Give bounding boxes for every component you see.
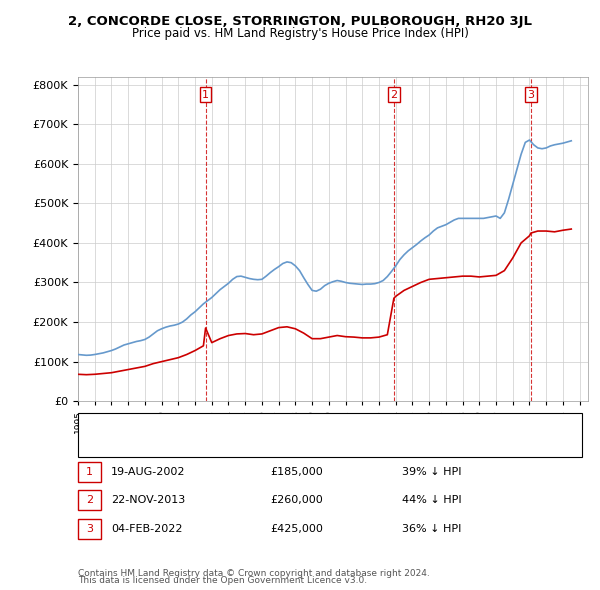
Text: 2: 2 <box>391 90 397 100</box>
Text: ——: —— <box>90 418 118 432</box>
Text: 44% ↓ HPI: 44% ↓ HPI <box>402 496 461 505</box>
Text: ——: —— <box>90 438 118 452</box>
Text: This data is licensed under the Open Government Licence v3.0.: This data is licensed under the Open Gov… <box>78 576 367 585</box>
Text: 22-NOV-2013: 22-NOV-2013 <box>111 496 185 505</box>
Text: 3: 3 <box>86 524 93 533</box>
Text: 3: 3 <box>527 90 535 100</box>
Text: 36% ↓ HPI: 36% ↓ HPI <box>402 524 461 533</box>
Text: Price paid vs. HM Land Registry's House Price Index (HPI): Price paid vs. HM Land Registry's House … <box>131 27 469 40</box>
Text: £185,000: £185,000 <box>270 467 323 477</box>
Text: 19-AUG-2002: 19-AUG-2002 <box>111 467 185 477</box>
Text: 1: 1 <box>86 467 93 477</box>
Text: 2, CONCORDE CLOSE, STORRINGTON, PULBOROUGH, RH20 3JL: 2, CONCORDE CLOSE, STORRINGTON, PULBOROU… <box>68 15 532 28</box>
Text: 04-FEB-2022: 04-FEB-2022 <box>111 524 182 533</box>
Text: 2: 2 <box>86 496 93 505</box>
Text: Contains HM Land Registry data © Crown copyright and database right 2024.: Contains HM Land Registry data © Crown c… <box>78 569 430 578</box>
Text: 2, CONCORDE CLOSE, STORRINGTON, PULBOROUGH, RH20 3JL (detached house): 2, CONCORDE CLOSE, STORRINGTON, PULBOROU… <box>117 421 521 430</box>
Text: 39% ↓ HPI: 39% ↓ HPI <box>402 467 461 477</box>
Text: HPI: Average price, detached house, Horsham: HPI: Average price, detached house, Hors… <box>117 440 346 450</box>
Text: 1: 1 <box>202 90 209 100</box>
Text: £425,000: £425,000 <box>270 524 323 533</box>
Text: £260,000: £260,000 <box>270 496 323 505</box>
